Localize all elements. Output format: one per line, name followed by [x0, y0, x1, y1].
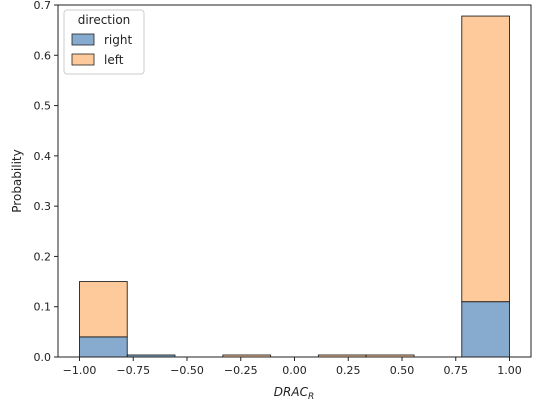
y-tick-label: 0.3 [34, 200, 52, 213]
x-tick-label: −0.25 [224, 364, 258, 377]
y-tick-label: 0.6 [34, 49, 52, 62]
legend-title: direction [78, 13, 131, 27]
x-tick-label: 0.50 [390, 364, 415, 377]
x-tick-label: −1.00 [63, 364, 97, 377]
bar-right-bin-0 [79, 336, 128, 358]
bars-group [79, 15, 510, 358]
legend-label-left: left [104, 53, 124, 67]
x-axis-label: DRACR [274, 385, 314, 402]
y-axis-ticks: 0.0 0.1 0.2 0.3 0.4 0.5 0.6 0.7 [34, 0, 58, 364]
y-tick-label: 0.1 [34, 301, 52, 314]
bar-left-bin-0 [79, 281, 128, 338]
x-tick-label: 1.00 [497, 364, 522, 377]
legend-label-right: right [104, 33, 132, 47]
x-tick-label: 0.25 [336, 364, 361, 377]
y-tick-label: 0.5 [34, 100, 52, 113]
legend-swatch-left [71, 53, 95, 66]
x-tick-label: −0.75 [116, 364, 150, 377]
y-tick-label: 0.0 [34, 351, 52, 364]
y-tick-label: 0.2 [34, 250, 52, 263]
x-tick-label: 0.00 [282, 364, 307, 377]
x-tick-label: −0.50 [170, 364, 204, 377]
legend: direction right left [63, 9, 145, 75]
y-axis-label: Probability [10, 149, 24, 212]
bar-left-bin-8 [461, 15, 510, 303]
y-tick-label: 0.7 [34, 0, 52, 12]
x-tick-label: 0.75 [444, 364, 469, 377]
bar-right-bin-8 [461, 301, 510, 358]
y-tick-label: 0.4 [34, 150, 52, 163]
x-axis-ticks: −1.00 −0.75 −0.50 −0.25 0.00 0.25 0.50 0.75 1.00 [63, 357, 522, 377]
legend-swatch-right [71, 33, 95, 46]
